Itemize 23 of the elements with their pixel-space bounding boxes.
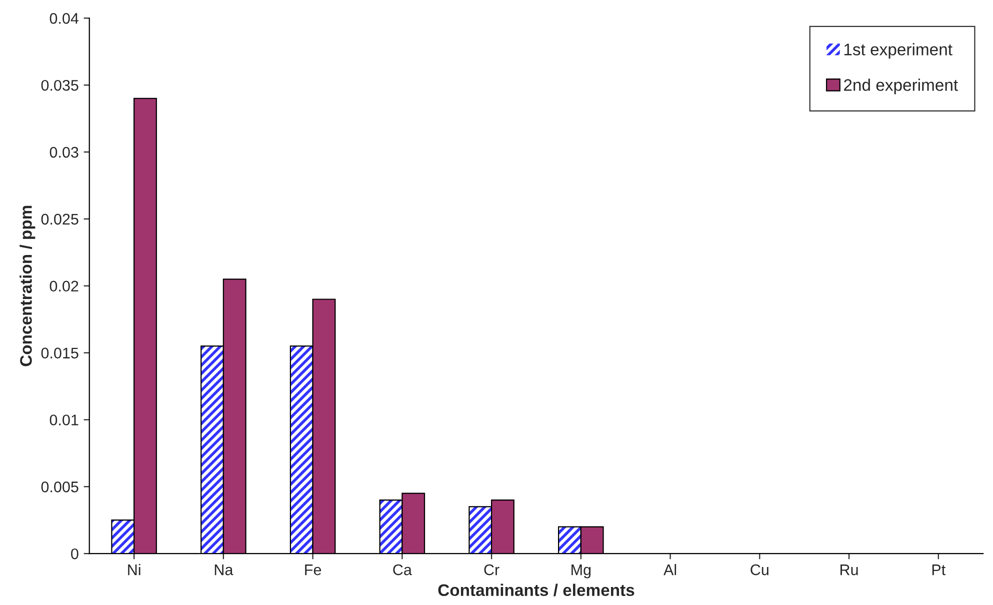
y-axis-title: Concentration / ppm [20,206,36,366]
x-tick-label: Pt [932,564,946,576]
legend-label: 2nd experiment [844,78,958,94]
x-tick-label: Al [664,564,676,576]
legend-label: 1st experiment [844,43,952,59]
y-tick-label: 0.03 [50,146,78,158]
y-tick-label: 0.025 [41,214,78,225]
y-tick-label: 0.02 [50,280,78,292]
y-tick-label: 0.015 [41,348,78,358]
x-tick-label: Ca [393,564,412,576]
x-tick-label: Na [214,564,234,576]
x-axis-title: Contaminants / elements [438,584,634,596]
x-tick-label: Fe [305,564,322,576]
y-tick-label: 0 [71,548,78,560]
x-tick-label: Mg [572,564,591,578]
x-tick-label: Ni [128,564,140,576]
y-tick-label: 0.035 [41,80,78,91]
y-tick-label: 0.005 [41,482,78,492]
x-tick-label: Ru [840,564,858,576]
y-tick-label: 0.04 [50,13,79,24]
x-tick-label: Cu [750,564,768,576]
y-tick-label: 0.01 [50,414,78,426]
x-tick-label: Cr [484,564,500,576]
